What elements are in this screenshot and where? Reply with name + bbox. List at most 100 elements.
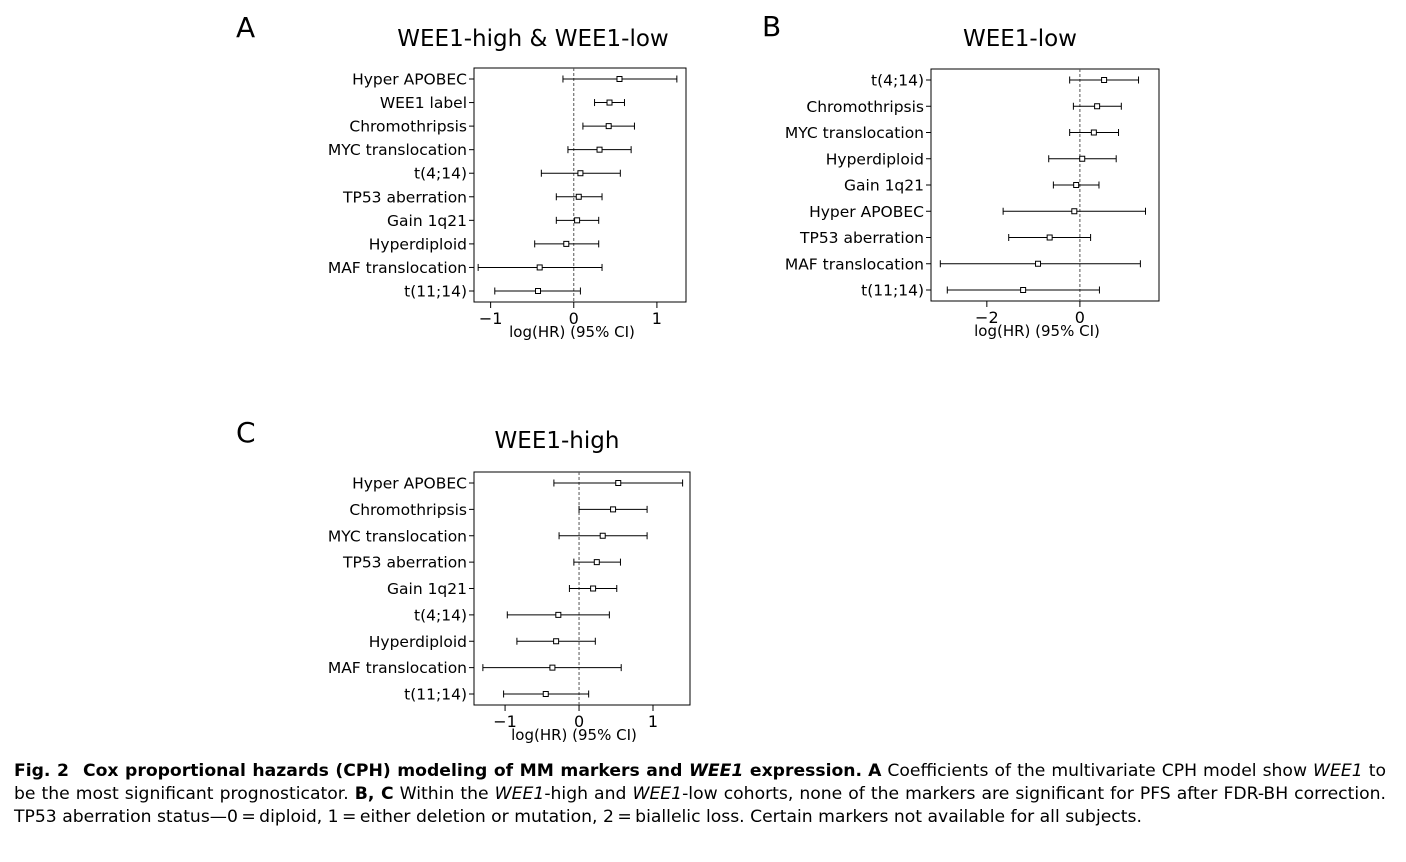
forest-row: Gain 1q21 (387, 212, 600, 230)
panel-letter-b: B (762, 10, 781, 43)
row-label: MYC translocation (328, 141, 467, 159)
coef-point (1046, 234, 1053, 241)
coef-point (549, 664, 556, 671)
row-label: WEE1 label (380, 94, 467, 112)
caption-panel-b-label: B (354, 784, 368, 804)
row-label: Hyperdiploid (826, 150, 924, 168)
coef-point (574, 217, 581, 224)
row-label: MYC translocation (328, 527, 467, 545)
forest-row: t(4;14) (414, 165, 621, 183)
forest-row: MAF translocation (328, 259, 603, 277)
forest-row: Chromothripsis (349, 118, 635, 136)
forest-row: TP53 aberration (799, 229, 1092, 247)
row-label: Chromothripsis (349, 118, 467, 136)
forest-row: Gain 1q21 (387, 580, 618, 598)
caption-bc-gene2: WEE1 (632, 784, 683, 804)
caption-bc-gene1: WEE1 (494, 784, 545, 804)
caption-panel-c-label: C (380, 784, 394, 804)
panel-a: A WEE1-high & WEE1-low −1 0 1 log(HR) (95% C… (236, 11, 687, 341)
row-label: t(11;14) (861, 282, 924, 300)
row-label: Gain 1q21 (387, 212, 467, 230)
row-label: t(11;14) (404, 686, 467, 704)
coef-point (590, 585, 597, 592)
x-tick-label: −1 (479, 309, 503, 328)
coef-point (563, 240, 570, 247)
x-tick-label: 0 (574, 712, 584, 731)
coef-point (575, 193, 582, 200)
caption-a-gene: WEE1 (1313, 761, 1363, 781)
x-tick-label: 1 (652, 309, 662, 328)
row-label: t(4;14) (414, 606, 467, 624)
row-label: Chromothripsis (349, 501, 467, 519)
row-label: t(4;14) (414, 165, 467, 183)
x-tick-label: 0 (1075, 308, 1085, 327)
row-label: t(11;14) (404, 283, 467, 301)
caption-title: Cox proportional hazards (CPH) modeling … (83, 761, 862, 781)
plot-frame (930, 68, 1160, 302)
row-label: Hyperdiploid (369, 235, 467, 253)
panel-letter-c: C (236, 416, 256, 449)
caption-panel-a-label: A (868, 761, 882, 781)
coef-point (535, 288, 542, 294)
caption-bc-text3: -low cohorts, none of the markers are si… (14, 784, 1387, 827)
forest-row: TP53 aberration (342, 554, 621, 572)
figure: A WEE1-high & WEE1-low −1 0 1 log(HR) (95% C… (236, 10, 1160, 744)
forest-row: t(11;14) (861, 282, 1100, 300)
forest-row: Hyper APOBEC (352, 475, 684, 493)
coef-point (1035, 260, 1042, 267)
forest-row: Chromothripsis (806, 98, 1122, 116)
coef-point (605, 123, 612, 130)
caption-title-part1: Cox proportional hazards (CPH) modeling … (82, 761, 689, 781)
coef-point (542, 691, 549, 697)
forest-row: Hyper APOBEC (809, 203, 1147, 221)
forest-row: Chromothripsis (349, 501, 648, 519)
plot-frame (473, 67, 687, 303)
forest-row: MYC translocation (328, 527, 648, 545)
caption-title-part2: expression. (743, 761, 863, 781)
forest-row: t(4;14) (871, 72, 1140, 90)
forest-row: t(4;14) (414, 606, 610, 624)
row-label: TP53 aberration (799, 229, 924, 247)
x-tick-label: 1 (648, 712, 658, 731)
forest-row: MYC translocation (785, 124, 1120, 142)
forest-row: Hyper APOBEC (352, 71, 678, 89)
forest-row: WEE1 label (380, 94, 625, 112)
forest-row: MAF translocation (785, 255, 1141, 273)
coef-point (606, 99, 613, 106)
coef-point (536, 264, 543, 271)
x-tick-label: −2 (975, 308, 999, 327)
chart-title: WEE1-high & WEE1-low (397, 26, 668, 52)
row-label: Hyper APOBEC (352, 71, 467, 89)
panel-letter-a: A (236, 11, 255, 44)
chart-title: WEE1-low (963, 26, 1077, 52)
coef-point (610, 506, 617, 513)
row-label: MAF translocation (328, 659, 467, 677)
coef-point (1073, 182, 1080, 188)
forest-row: MAF translocation (328, 659, 622, 677)
forest-row: Hyperdiploid (369, 235, 600, 253)
caption-bc-text2: -high and (544, 784, 633, 804)
x-axis-label: log(HR) (95% CI) (511, 726, 637, 744)
coef-point (555, 611, 562, 618)
x-tick-label: 0 (569, 309, 579, 328)
x-tick-label: −1 (493, 712, 517, 731)
caption-bc-text1: Within the (393, 784, 495, 804)
forest-row: Hyperdiploid (369, 633, 596, 651)
row-label: Hyperdiploid (369, 633, 467, 651)
row-label: Chromothripsis (806, 98, 924, 116)
caption-title-gene: WEE1 (688, 761, 744, 781)
row-label: t(4;14) (871, 72, 924, 90)
forest-row: t(11;14) (404, 283, 581, 301)
chart-title: WEE1-high (495, 428, 620, 454)
x-axis-label: log(HR) (95% CI) (974, 322, 1100, 340)
caption-bc-sep: , (367, 784, 381, 804)
coef-point (593, 559, 600, 566)
figure-caption: Fig. 2 Cox proportional hazards (CPH) mod… (14, 760, 1386, 829)
row-label: Gain 1q21 (387, 580, 467, 598)
row-label: MAF translocation (328, 259, 467, 277)
forest-row: Gain 1q21 (844, 177, 1100, 195)
coef-point (596, 146, 603, 153)
forest-row: TP53 aberration (342, 188, 603, 206)
caption-a-text: Coefficients of the multivariate CPH mod… (881, 761, 1314, 781)
